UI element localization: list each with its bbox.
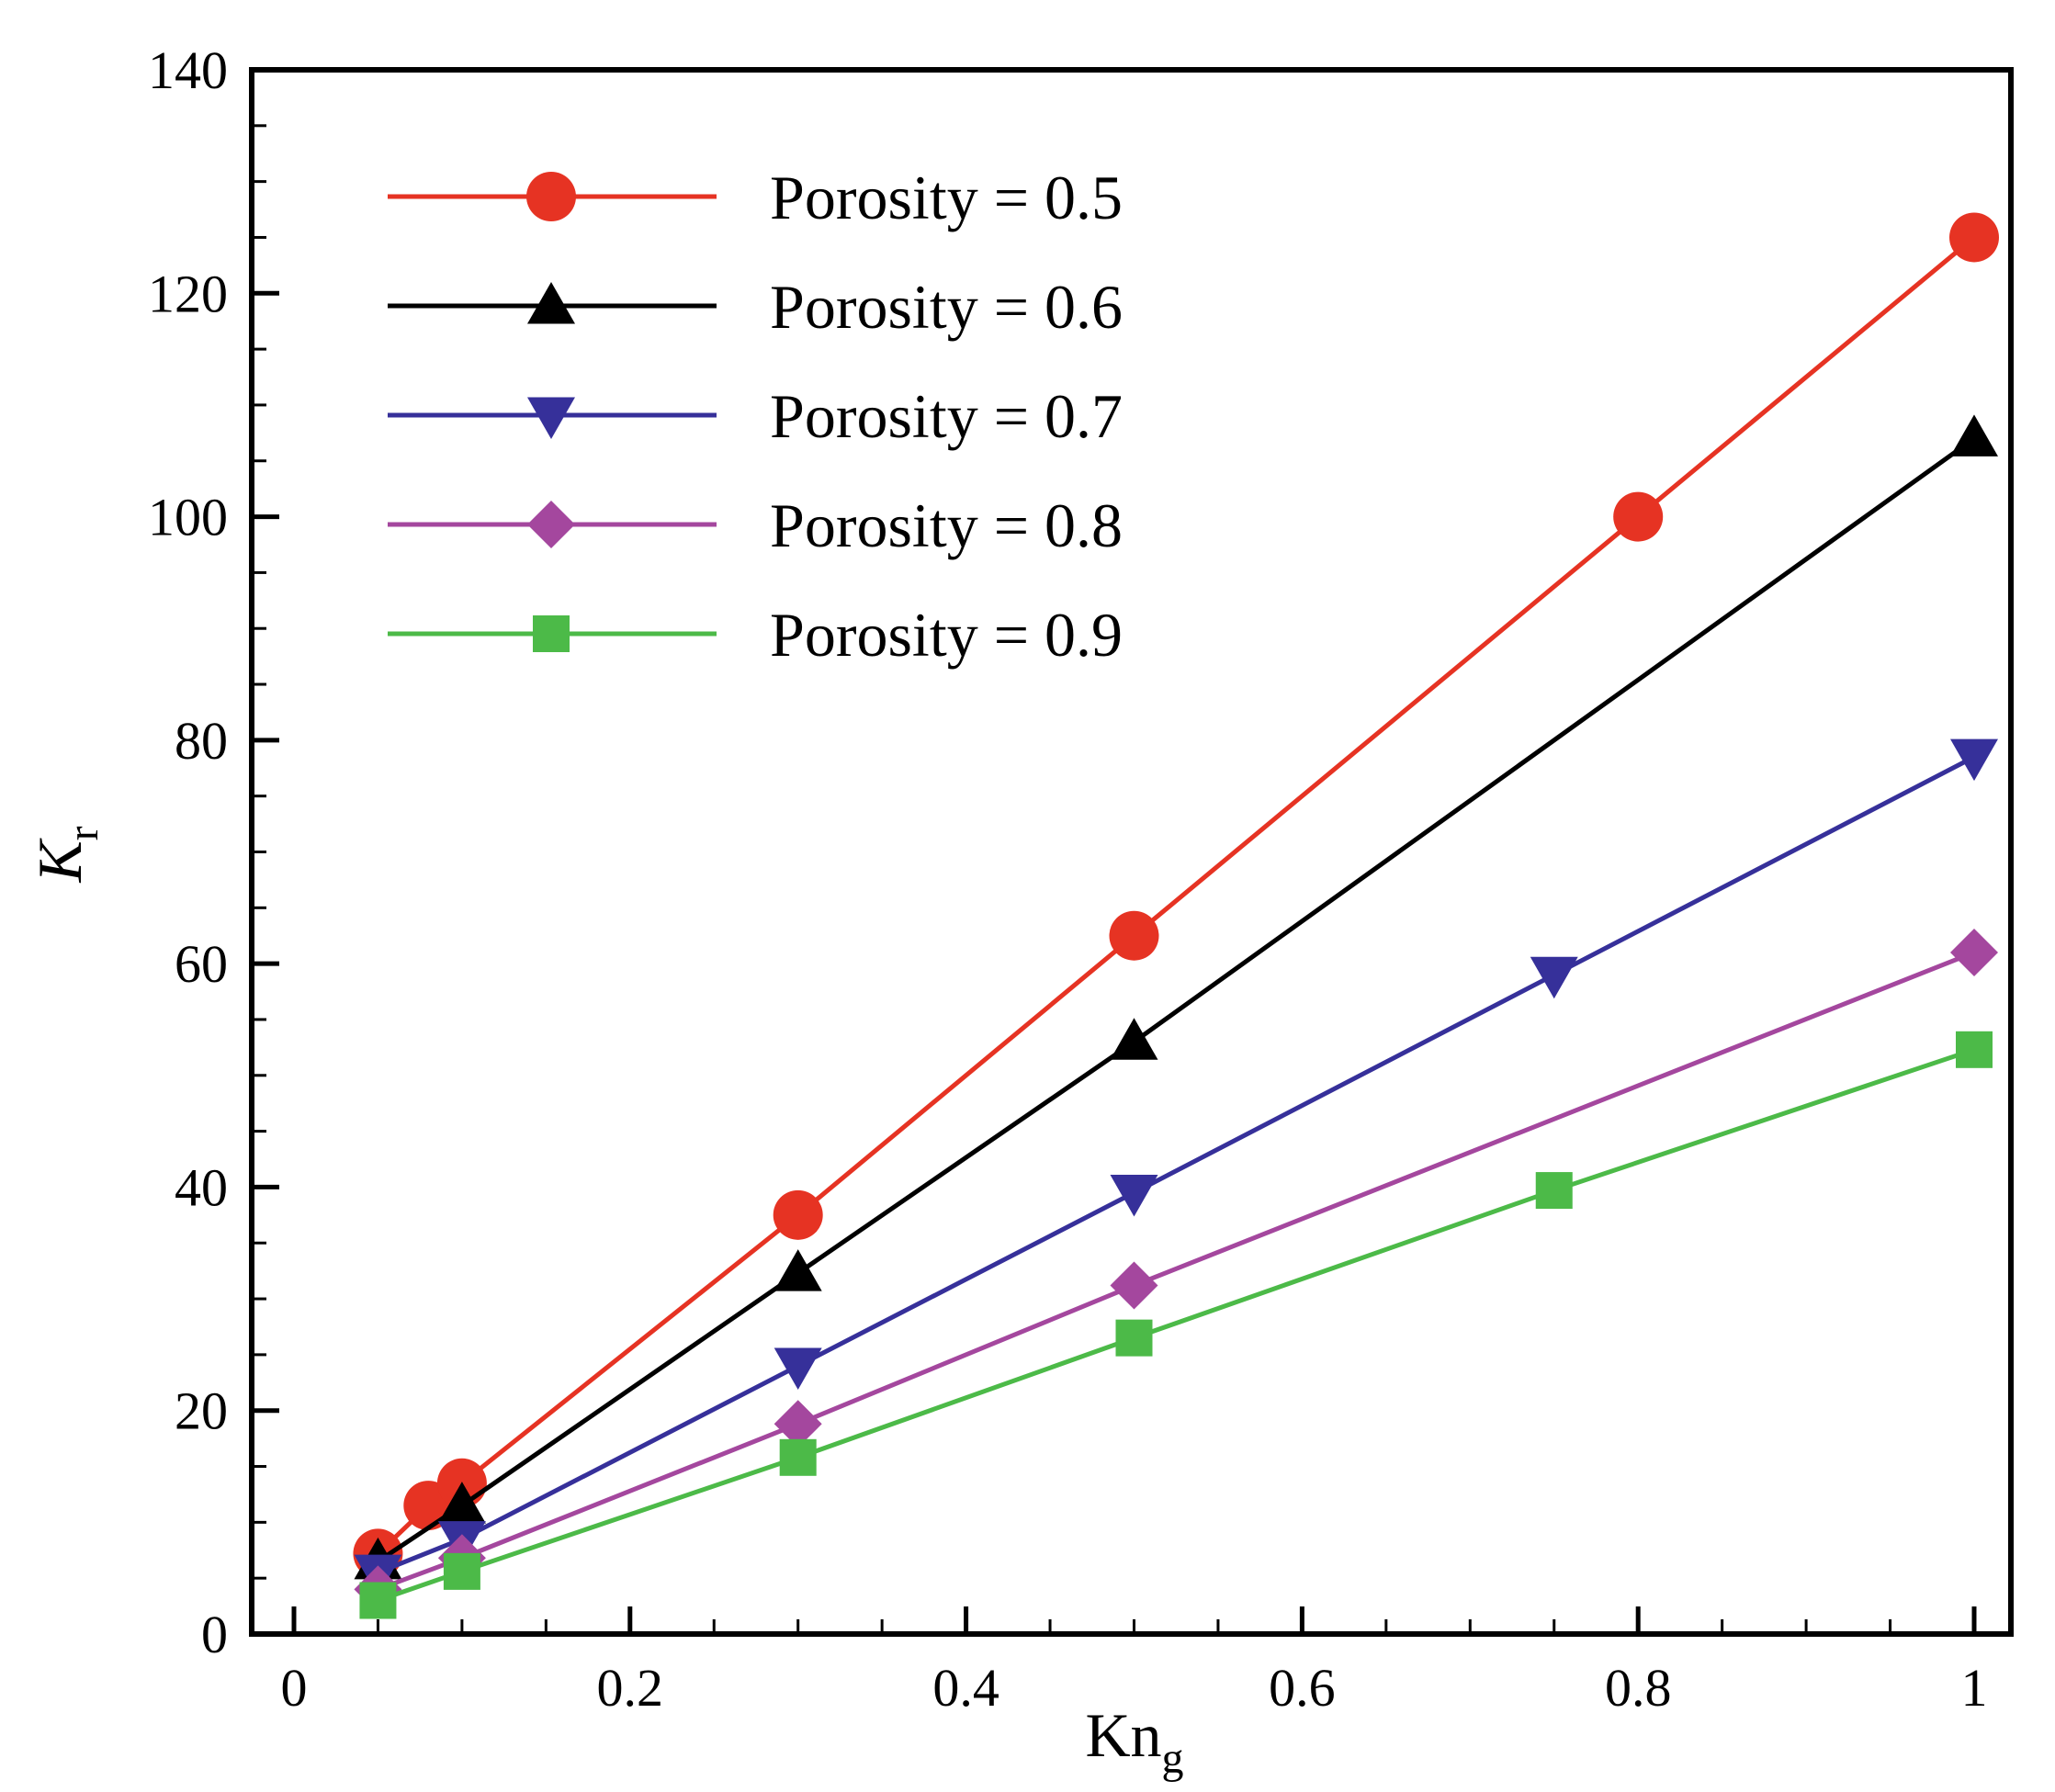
series-3 bbox=[354, 928, 1998, 1614]
marker-circle bbox=[1949, 212, 1999, 263]
marker-circle bbox=[526, 172, 576, 221]
series-line bbox=[377, 754, 1976, 1575]
legend-label: Porosity = 0.6 bbox=[770, 272, 1123, 342]
legend-label: Porosity = 0.7 bbox=[770, 381, 1123, 451]
x-tick-label: 0 bbox=[281, 1658, 308, 1718]
y-tick-label: 140 bbox=[148, 40, 228, 100]
series-line bbox=[376, 235, 1976, 1556]
x-tick-label: 1 bbox=[1961, 1658, 1988, 1718]
y-tick-label: 100 bbox=[148, 488, 228, 547]
series-4 bbox=[359, 1031, 1993, 1619]
y-axis-label: Kr bbox=[25, 826, 107, 883]
x-tick-label: 0.6 bbox=[1269, 1658, 1336, 1718]
marker-triangle-down bbox=[1950, 738, 1998, 782]
marker-diamond bbox=[773, 1400, 822, 1448]
legend-entry: Porosity = 0.7 bbox=[388, 381, 1123, 451]
series-line bbox=[377, 950, 1975, 1592]
marker-triangle-up bbox=[773, 1249, 822, 1291]
x-tick-label: 0.2 bbox=[597, 1658, 664, 1718]
marker-triangle-down bbox=[527, 397, 575, 439]
marker-square bbox=[1956, 1031, 1993, 1068]
x-axis-label: Kng bbox=[1085, 1700, 1183, 1783]
series-1 bbox=[354, 414, 1998, 1580]
marker-triangle-up bbox=[527, 282, 575, 324]
marker-square bbox=[533, 615, 570, 652]
marker-triangle-up bbox=[1950, 414, 1998, 456]
legend-entry: Porosity = 0.8 bbox=[388, 490, 1123, 560]
y-tick-label: 40 bbox=[175, 1157, 228, 1217]
y-tick-label: 120 bbox=[148, 264, 228, 323]
y-tick-label: 80 bbox=[175, 711, 228, 771]
marker-diamond bbox=[1110, 1261, 1158, 1310]
legend-label: Porosity = 0.9 bbox=[770, 600, 1123, 670]
marker-square bbox=[359, 1582, 397, 1619]
y-tick-label: 20 bbox=[175, 1381, 228, 1441]
marker-diamond bbox=[527, 501, 575, 548]
marker-square bbox=[1115, 1319, 1153, 1357]
marker-triangle-down bbox=[773, 1347, 822, 1391]
x-tick-label: 0.4 bbox=[932, 1658, 999, 1718]
marker-triangle-up bbox=[437, 1482, 486, 1524]
marker-square bbox=[779, 1438, 817, 1476]
y-tick-label: 60 bbox=[175, 934, 228, 994]
marker-circle bbox=[1613, 491, 1664, 542]
legend-label: Porosity = 0.8 bbox=[770, 490, 1123, 560]
marker-diamond bbox=[1950, 928, 1998, 976]
series-line bbox=[377, 436, 1976, 1564]
legend-entry: Porosity = 0.5 bbox=[388, 163, 1123, 232]
marker-square bbox=[1535, 1172, 1573, 1210]
marker-square bbox=[443, 1552, 480, 1590]
series-layer bbox=[353, 212, 1999, 1619]
x-tick-label: 0.8 bbox=[1605, 1658, 1672, 1718]
marker-circle bbox=[773, 1189, 823, 1240]
marker-circle bbox=[1109, 910, 1159, 961]
tick-layer: 0 0.2 0.4 0.6 0.8 1 0 20 40 60 80 100 120 140 bbox=[148, 40, 1988, 1718]
legend-entry: Porosity = 0.6 bbox=[388, 272, 1123, 342]
marker-triangle-up bbox=[1110, 1018, 1158, 1060]
legend-label: Porosity = 0.5 bbox=[770, 163, 1123, 232]
legend-entry: Porosity = 0.9 bbox=[388, 600, 1123, 670]
marker-triangle-down bbox=[1110, 1175, 1158, 1217]
series-line bbox=[377, 1047, 1975, 1603]
y-tick-label: 0 bbox=[201, 1605, 228, 1664]
marker-triangle-down bbox=[1530, 956, 1578, 999]
legend: Porosity = 0.5 Porosity = 0.6 Porosity = 0… bbox=[388, 163, 1123, 670]
series-2 bbox=[354, 738, 1998, 1597]
series-0 bbox=[353, 212, 1999, 1579]
